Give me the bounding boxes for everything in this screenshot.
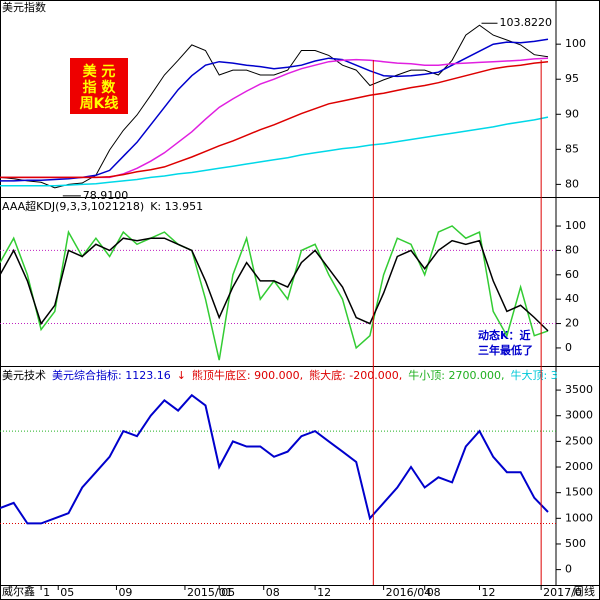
box-text: 指 数 — [83, 79, 117, 96]
annotation: 三年最低了 — [478, 343, 533, 357]
series-line — [0, 116, 549, 187]
box-text: 美 元 — [83, 63, 116, 80]
panel-header: 牛大顶: 3 — [510, 368, 557, 382]
y-tick-label: 2500 — [565, 434, 593, 447]
chart-title: 美元指数 — [2, 0, 46, 14]
y-tick-label: 95 — [565, 72, 579, 85]
y-tick-label: 100 — [565, 37, 586, 50]
footer-label: 威尔鑫 — [2, 584, 35, 598]
panel-header: 美元技术 — [2, 369, 46, 382]
y-tick-label: 0 — [565, 341, 572, 354]
x-tick-label: 2015/01 — [187, 586, 233, 599]
panel-header: 熊大底: -200.000, — [309, 368, 402, 382]
y-tick-label: 100 — [565, 219, 586, 232]
y-tick-label: 500 — [565, 537, 586, 550]
panel-header: 牛小顶: 2700.000, — [408, 368, 504, 382]
y-tick-label: 80 — [565, 177, 579, 190]
y-tick-label: 90 — [565, 107, 579, 120]
y-tick-label: 80 — [565, 243, 579, 256]
panel-header: AAA超KDJ(9,3,3,1021218) — [2, 199, 144, 213]
y-tick-label: 20 — [565, 317, 579, 330]
x-tick-label: 2017/0 — [543, 586, 582, 599]
label-box — [70, 58, 128, 114]
y-tick-label: 2000 — [565, 460, 593, 473]
y-tick-label: 85 — [565, 142, 579, 155]
x-axis-label: 周线 — [573, 584, 595, 598]
y-tick-label: 60 — [565, 268, 579, 281]
y-tick-label: 3000 — [565, 409, 593, 422]
panel-header: 熊顶牛底区: 900.000, — [192, 368, 303, 382]
y-tick-label: 1000 — [565, 511, 593, 524]
x-tick-label: 12 — [482, 586, 496, 599]
series-line — [0, 60, 549, 179]
series-line — [0, 237, 549, 332]
box-text: 周K线 — [80, 95, 119, 112]
y-tick-label: 40 — [565, 292, 579, 305]
y-tick-label: 1500 — [565, 486, 593, 499]
x-tick-label: 05 — [60, 586, 74, 599]
annotation: 78.9100 — [83, 189, 129, 202]
y-tick-label: 0 — [565, 563, 572, 576]
series-line — [0, 393, 549, 525]
y-tick-label: 3500 — [565, 383, 593, 396]
x-tick-label: 12 — [317, 586, 331, 599]
x-tick-label: 2016/04 — [386, 586, 432, 599]
panel-header: 美元综合指标: 1123.16 — [52, 368, 171, 382]
x-tick-label: 1 — [43, 586, 50, 599]
panel-header: ↓ — [177, 369, 186, 382]
x-tick-label: 08 — [266, 586, 280, 599]
x-tick-label: 09 — [118, 586, 132, 599]
x-tick-label: 08 — [427, 586, 441, 599]
annotation: 103.8220 — [500, 16, 553, 29]
panel-header: K: 13.951 — [150, 200, 203, 213]
annotation: 动态K：近 — [478, 328, 531, 342]
x-tick-label: 05 — [221, 586, 235, 599]
